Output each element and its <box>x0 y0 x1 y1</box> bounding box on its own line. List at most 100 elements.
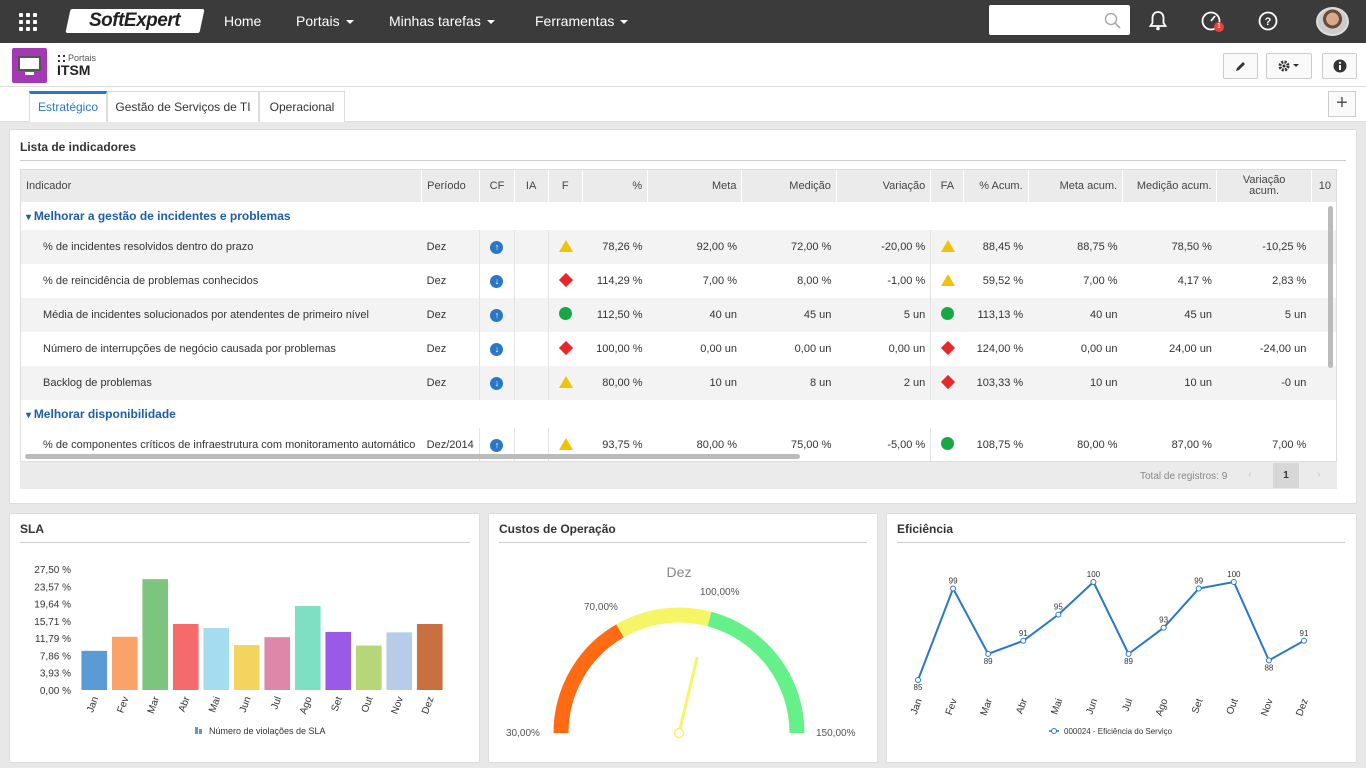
warning-triangle-icon <box>558 239 573 252</box>
nav-minhas-tarefas[interactable]: Minhas tarefas <box>389 0 495 43</box>
medicao-acum-cell: 4,17 % <box>1177 275 1212 287</box>
prev-page-button[interactable]: ‹ <box>1248 469 1252 481</box>
tab-estrategico[interactable]: Estratégico <box>29 91 107 122</box>
caret-down-icon: ▾ <box>26 410 34 421</box>
medicao-acum-cell: 78,50 % <box>1122 230 1217 264</box>
gauge-band-label: 100,00% <box>700 587 740 598</box>
gauge-band <box>616 607 712 638</box>
percent-acum-cell: 113,13 % <box>963 298 1029 332</box>
column-header[interactable]: Meta acum. <box>1028 170 1124 202</box>
column-header[interactable]: CF <box>479 170 515 202</box>
custos-gauge-chart: Dez 30,00% 150,00% 70,00% 100,00% <box>506 564 856 739</box>
edit-button[interactable] <box>1223 53 1258 79</box>
settings-button[interactable] <box>1266 53 1312 79</box>
x-tick-label: Mai <box>207 695 223 714</box>
breadcrumb[interactable]: Portais <box>58 53 96 63</box>
arrow-down-icon: ↓ <box>490 376 504 390</box>
column-header[interactable]: Variação <box>836 170 932 202</box>
info-button[interactable] <box>1322 53 1357 79</box>
gauge-min-label: 30,00% <box>506 728 540 739</box>
x-tick-label: Fev <box>944 697 960 716</box>
column-header[interactable]: Variação acum. <box>1216 170 1312 202</box>
cf-cell: ↓ <box>479 366 515 400</box>
help-icon[interactable]: ? <box>1257 10 1279 32</box>
bell-icon[interactable] <box>1148 10 1168 32</box>
nav-ferramentas[interactable]: Ferramentas <box>535 0 629 43</box>
data-label: 85 <box>914 683 923 692</box>
nav-home[interactable]: Home <box>224 0 261 43</box>
column-header[interactable]: % <box>582 170 649 202</box>
softexpert-logo[interactable]: SoftExpert <box>65 9 205 33</box>
x-tick-label: Jan <box>85 695 101 714</box>
horizontal-scrollbar[interactable] <box>25 454 800 459</box>
gauge-band <box>707 611 805 734</box>
table-row[interactable]: Backlog de problemas Dez ↓ 80,00 % 10 un 8 un… <box>21 366 1336 400</box>
fa-cell <box>930 264 964 298</box>
group-label[interactable]: ▾ Melhorar a gestão de incidentes e prob… <box>21 202 1336 230</box>
meta-cell: 40 un <box>647 298 742 332</box>
bar <box>325 631 352 690</box>
column-header[interactable]: 10 <box>1311 170 1336 202</box>
table-row[interactable]: % de reincidência de problemas conhecido… <box>21 264 1336 298</box>
cf-cell: ↑ <box>479 298 515 332</box>
col10-cell <box>1311 366 1336 400</box>
x-tick-label: Jun <box>1084 697 1100 716</box>
x-tick-label: Jul <box>269 695 284 711</box>
search-input[interactable] <box>989 5 1130 35</box>
y-tick-label: 0,00 % <box>40 686 71 697</box>
column-header[interactable]: F <box>548 170 583 202</box>
search-icon[interactable] <box>1104 12 1122 30</box>
column-header[interactable]: FA <box>930 170 965 202</box>
arrow-down-icon: ↓ <box>490 274 504 288</box>
medicao-acum-cell: 87,00 % <box>1171 439 1212 451</box>
table-row[interactable]: % de incidentes resolvidos dentro do pra… <box>21 230 1336 264</box>
variacao-acum-cell: 5 un <box>1216 298 1312 332</box>
apps-grid-icon[interactable] <box>19 13 37 31</box>
group-row[interactable]: ▾ Melhorar disponibilidade <box>21 400 1336 428</box>
fa-cell <box>930 332 964 366</box>
percent-acum-cell: 108,75 % <box>976 439 1024 451</box>
column-header[interactable]: Indicador <box>21 170 423 202</box>
column-header[interactable]: Período <box>421 170 481 202</box>
data-point <box>1160 624 1167 631</box>
table-row[interactable]: Média de incidentes solucionados por ate… <box>21 298 1336 332</box>
column-header[interactable]: Meta <box>647 170 743 202</box>
cf-cell: ↓ <box>479 332 515 366</box>
indicator-name: Backlog de problemas <box>21 366 422 400</box>
vertical-scrollbar[interactable] <box>1328 206 1333 368</box>
table-row[interactable]: % de componentes críticos de infraestrut… <box>21 428 1336 461</box>
f-cell <box>547 332 583 366</box>
group-row[interactable]: ▾ Melhorar a gestão de incidentes e prob… <box>21 202 1336 230</box>
next-page-button[interactable]: › <box>1317 469 1321 481</box>
page-number-button[interactable]: 1 <box>1273 463 1299 488</box>
bar <box>172 624 199 690</box>
arrow-up-icon: ↑ <box>490 438 504 452</box>
nav-portais[interactable]: Portais <box>296 0 354 43</box>
warning-triangle-icon <box>940 273 955 286</box>
red-diamond-icon <box>940 340 955 355</box>
ia-cell <box>513 366 549 400</box>
warning-triangle-icon <box>940 239 955 252</box>
y-tick-label: 11,79 % <box>35 634 71 645</box>
tab-operacional[interactable]: Operacional <box>259 91 345 122</box>
page-title: ITSM <box>57 62 91 78</box>
divider <box>499 542 867 543</box>
tab-gestao-servicos-ti[interactable]: Gestão de Serviços de TI <box>107 91 259 122</box>
column-header[interactable]: Medição acum. <box>1122 170 1218 202</box>
table-row[interactable]: Número de interrupções de negócio causad… <box>21 332 1336 366</box>
user-avatar[interactable] <box>1316 7 1349 36</box>
data-label: 93 <box>1159 616 1168 625</box>
column-header[interactable]: Medição <box>741 170 837 202</box>
nav-portais-label: Portais <box>296 13 340 29</box>
column-header[interactable]: % Acum. <box>963 170 1029 202</box>
add-tab-button[interactable]: + <box>1328 91 1356 117</box>
meta-cell: 92,00 % <box>647 230 742 264</box>
nav-ferramentas-label: Ferramentas <box>535 13 615 29</box>
column-header[interactable]: IA <box>514 170 549 202</box>
dashboard-icon[interactable] <box>1200 10 1222 32</box>
data-point <box>1020 637 1027 644</box>
data-label: 99 <box>1194 577 1203 586</box>
variacao-cell: -5,00 % <box>887 439 926 451</box>
group-label[interactable]: ▾ Melhorar disponibilidade <box>21 400 1336 428</box>
percent-cell: 93,75 % <box>602 439 643 451</box>
